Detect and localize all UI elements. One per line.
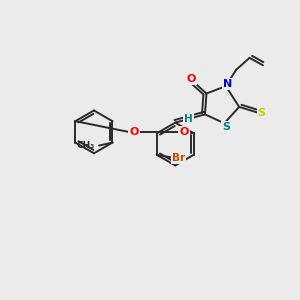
- Text: H: H: [184, 114, 193, 124]
- Text: O: O: [129, 127, 139, 137]
- Text: CH₃: CH₃: [76, 141, 94, 150]
- Text: S: S: [222, 122, 230, 132]
- Text: O: O: [187, 74, 196, 84]
- Text: S: S: [257, 108, 266, 118]
- Text: O: O: [179, 127, 189, 137]
- Text: Br: Br: [172, 153, 185, 163]
- Text: N: N: [223, 79, 232, 89]
